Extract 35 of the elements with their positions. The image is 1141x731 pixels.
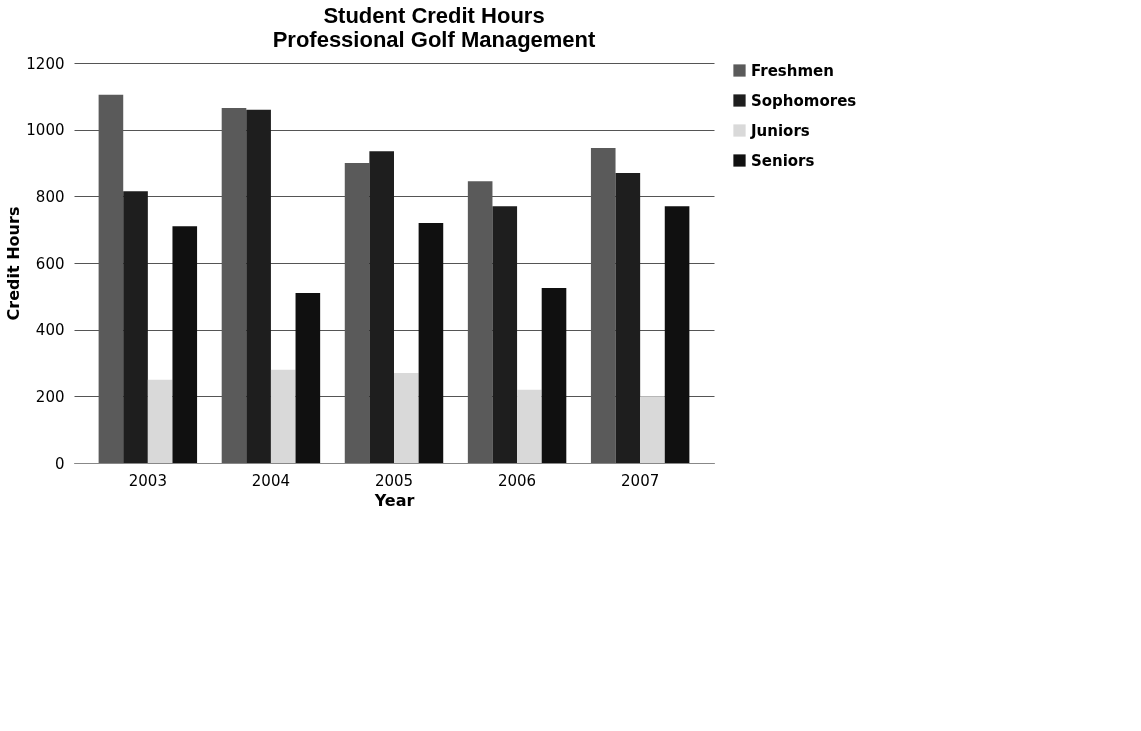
y-tick-label: 200	[35, 387, 65, 406]
bar	[172, 226, 198, 463]
text: Student Credit Hours	[323, 3, 545, 28]
y-tick-label: 1200	[26, 54, 65, 73]
x-tick-label: 2003	[128, 471, 167, 490]
x-tick-label: 2005	[374, 471, 414, 490]
x-axis-title: Year	[373, 490, 415, 510]
x-tick-label: 2007	[621, 471, 660, 490]
legend-label: Freshmen	[751, 61, 834, 80]
bar	[517, 389, 542, 463]
y-tick-label: 600	[35, 254, 65, 273]
bar	[640, 396, 665, 463]
legend-label: Sophomores	[751, 91, 857, 110]
legend-label: Juniors	[750, 121, 810, 140]
bar	[664, 206, 690, 463]
bar	[295, 293, 321, 463]
y-tick-label: 1000	[26, 121, 65, 140]
bar	[615, 173, 641, 463]
x-tick-label: 2006	[497, 471, 537, 490]
y-tick-label: 800	[35, 187, 65, 206]
text: Professional Golf Management	[272, 27, 596, 52]
y-tick-label: 0	[54, 454, 65, 473]
legend-label: Seniors	[751, 151, 815, 170]
bar	[492, 206, 518, 463]
bar	[418, 223, 444, 463]
bar	[246, 109, 271, 463]
bar	[123, 191, 148, 463]
x-tick-label: 2004	[251, 471, 291, 490]
bar	[369, 151, 394, 463]
bar	[541, 288, 567, 463]
y-tick-label: 400	[35, 321, 65, 340]
bar	[394, 373, 419, 463]
bar	[270, 369, 296, 463]
y-axis-title: Credit Hours	[4, 206, 24, 321]
bar	[147, 379, 173, 463]
